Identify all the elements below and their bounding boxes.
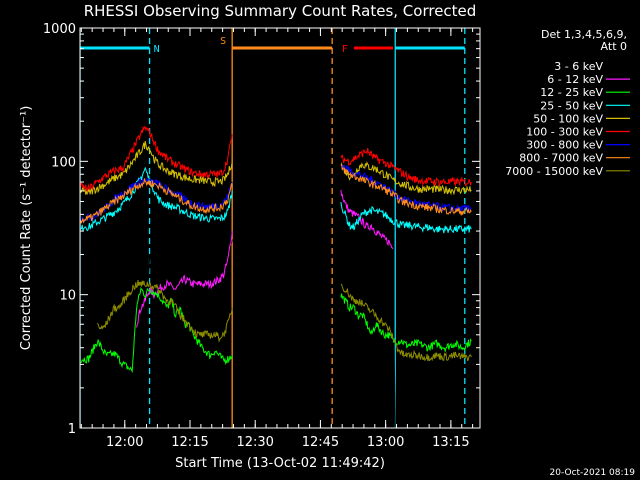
y-axis-label: Corrected Count Rate (s⁻¹ detector⁻¹) [19, 106, 34, 351]
y-tick-label-1: 10 [59, 289, 76, 304]
y-tick-label-2: 100 [51, 155, 76, 170]
interval-label-S: S [220, 36, 226, 47]
legend-label-6: 300 - 800 keV [526, 139, 603, 152]
x-tick-label-2: 12:30 [236, 435, 273, 450]
axes: 1 10 100 1000 12:00 12:15 12:30 12:45 13:00 13:15 [43, 22, 480, 450]
y-tick-label-0: 1 [68, 422, 76, 437]
series-line-7000-15000-keV-seg1 [340, 283, 472, 362]
legend-label-4: 50 - 100 keV [533, 112, 603, 125]
legend-label-2: 12 - 25 keV [540, 86, 603, 99]
series-line-25-50-keV-seg1 [340, 201, 472, 234]
series-line-50-100-keV-seg1 [340, 161, 472, 196]
x-tick-label-3: 12:45 [302, 435, 339, 450]
y-tick-label-3: 1000 [43, 22, 76, 37]
series-line-25-50-keV-seg0 [80, 166, 233, 232]
series-line-100-300-keV-seg1 [340, 147, 472, 187]
interval-label-F: F [342, 44, 348, 55]
legend-label-0: 3 - 6 keV [554, 60, 603, 73]
series-lines [80, 125, 472, 428]
x-tick-label-0: 12:00 [106, 435, 143, 450]
legend-label-8: 7000 - 15000 keV [505, 165, 603, 178]
plot-frame [79, 27, 481, 429]
series-line-100-300-keV-seg0 [80, 125, 233, 193]
legend-label-3: 25 - 50 keV [540, 99, 603, 112]
chart-title: RHESSI Observing Summary Count Rates, Co… [84, 2, 477, 20]
series-line-6-12-keV-seg0 [136, 231, 233, 328]
x-tick-label-5: 13:15 [432, 435, 469, 450]
x-axis-label: Start Time (13-Oct-02 11:49:42) [175, 456, 385, 471]
x-tick-label-4: 13:00 [367, 435, 404, 450]
footer-timestamp: 20-Oct-2021 08:19 [550, 468, 636, 478]
series-line-12-25-keV-seg1 [340, 293, 472, 352]
interval-label-N: N [154, 44, 160, 55]
x-tick-label-1: 12:15 [171, 435, 208, 450]
series-line-50-100-keV-seg0 [80, 141, 233, 196]
series-line-3-6-keV-seg0 [131, 239, 233, 380]
series-line-12-25-keV-seg0 [80, 286, 233, 374]
legend-header-attenuator: Att 0 [601, 40, 627, 53]
legend-label-7: 800 - 7000 keV [519, 152, 603, 165]
legend-label-5: 100 - 300 keV [526, 126, 603, 139]
legend-label-1: 6 - 12 keV [547, 73, 603, 86]
legend-header-detectors: Det 1,3,4,5,6,9, [541, 28, 627, 41]
interval-markers: NSF [80, 28, 466, 428]
series-line-800-7000-keV-seg0 [80, 178, 233, 224]
series-line-6-12-keV-seg1 [340, 189, 394, 250]
series-line-800-7000-keV-seg1 [340, 163, 472, 216]
series-line-7000-15000-keV-seg0 [96, 280, 233, 343]
